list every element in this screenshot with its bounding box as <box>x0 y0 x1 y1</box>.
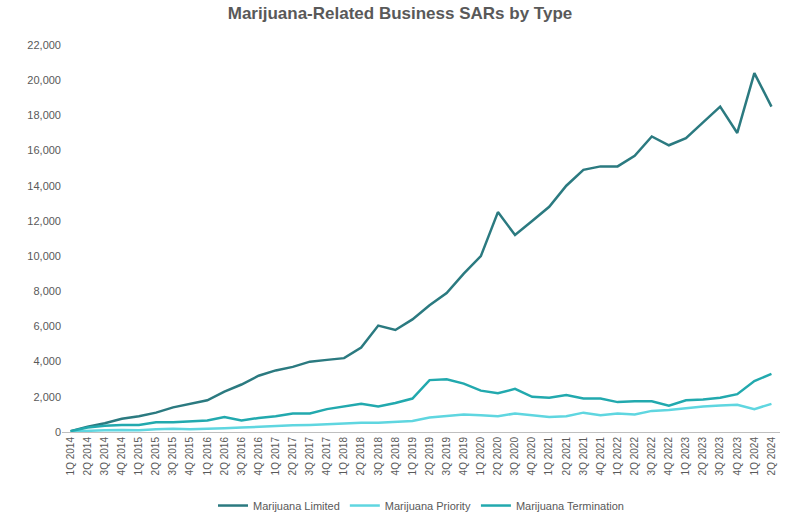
svg-text:Marijuana-Related Business SAR: Marijuana-Related Business SARs by Type <box>228 4 573 23</box>
svg-text:4Q 2019: 4Q 2019 <box>458 437 469 476</box>
svg-text:1Q 2018: 1Q 2018 <box>338 437 349 476</box>
svg-text:2Q 2023: 2Q 2023 <box>697 437 708 476</box>
svg-text:3Q 2015: 3Q 2015 <box>167 437 178 476</box>
svg-text:1Q 2016: 1Q 2016 <box>202 437 213 476</box>
svg-text:4Q 2022: 4Q 2022 <box>663 437 674 476</box>
svg-text:6,000: 6,000 <box>33 320 61 332</box>
svg-text:2Q 2022: 2Q 2022 <box>629 437 640 476</box>
svg-text:3Q 2020: 3Q 2020 <box>509 437 520 476</box>
svg-text:4Q 2018: 4Q 2018 <box>390 437 401 476</box>
svg-text:8,000: 8,000 <box>33 285 61 297</box>
svg-text:16,000: 16,000 <box>27 144 61 156</box>
svg-text:2Q 2019: 2Q 2019 <box>424 437 435 476</box>
svg-text:2Q 2020: 2Q 2020 <box>492 437 503 476</box>
svg-text:Marijuana Limited: Marijuana Limited <box>253 500 340 512</box>
svg-text:3Q 2016: 3Q 2016 <box>236 437 247 476</box>
svg-text:0: 0 <box>55 426 61 438</box>
svg-text:1Q 2021: 1Q 2021 <box>543 437 554 476</box>
svg-text:3Q 2019: 3Q 2019 <box>441 437 452 476</box>
svg-text:2Q 2018: 2Q 2018 <box>355 437 366 476</box>
svg-text:1Q 2015: 1Q 2015 <box>133 437 144 476</box>
svg-text:4Q 2023: 4Q 2023 <box>732 437 743 476</box>
svg-text:12,000: 12,000 <box>27 215 61 227</box>
svg-text:4Q 2016: 4Q 2016 <box>253 437 264 476</box>
svg-text:3Q 2014: 3Q 2014 <box>99 437 110 476</box>
svg-text:18,000: 18,000 <box>27 109 61 121</box>
svg-text:1Q 2022: 1Q 2022 <box>612 437 623 476</box>
svg-text:1Q 2023: 1Q 2023 <box>680 437 691 476</box>
svg-text:14,000: 14,000 <box>27 180 61 192</box>
svg-text:1Q 2017: 1Q 2017 <box>270 437 281 476</box>
svg-text:2Q 2017: 2Q 2017 <box>287 437 298 476</box>
svg-text:1Q 2019: 1Q 2019 <box>407 437 418 476</box>
svg-text:3Q 2023: 3Q 2023 <box>714 437 725 476</box>
svg-text:22,000: 22,000 <box>27 39 61 51</box>
svg-text:3Q 2022: 3Q 2022 <box>646 437 657 476</box>
svg-text:3Q 2018: 3Q 2018 <box>373 437 384 476</box>
svg-text:4Q 2014: 4Q 2014 <box>116 437 127 476</box>
svg-text:2Q 2016: 2Q 2016 <box>219 437 230 476</box>
svg-text:Marijuana Priority: Marijuana Priority <box>385 500 471 512</box>
svg-text:4,000: 4,000 <box>33 355 61 367</box>
svg-text:1Q 2020: 1Q 2020 <box>475 437 486 476</box>
svg-text:1Q 2024: 1Q 2024 <box>749 437 760 476</box>
svg-text:3Q 2017: 3Q 2017 <box>304 437 315 476</box>
svg-text:2Q 2024: 2Q 2024 <box>766 437 777 476</box>
svg-text:3Q 2021: 3Q 2021 <box>578 437 589 476</box>
svg-text:2,000: 2,000 <box>33 391 61 403</box>
svg-text:2Q 2021: 2Q 2021 <box>561 437 572 476</box>
svg-text:10,000: 10,000 <box>27 250 61 262</box>
svg-text:4Q 2017: 4Q 2017 <box>321 437 332 476</box>
svg-text:4Q 2015: 4Q 2015 <box>184 437 195 476</box>
svg-text:Marijuana Termination: Marijuana Termination <box>516 500 624 512</box>
svg-text:20,000: 20,000 <box>27 74 61 86</box>
svg-text:1Q 2014: 1Q 2014 <box>65 437 76 476</box>
svg-text:2Q 2014: 2Q 2014 <box>82 437 93 476</box>
svg-text:2Q 2015: 2Q 2015 <box>150 437 161 476</box>
svg-text:4Q 2020: 4Q 2020 <box>526 437 537 476</box>
svg-text:4Q 2021: 4Q 2021 <box>595 437 606 476</box>
